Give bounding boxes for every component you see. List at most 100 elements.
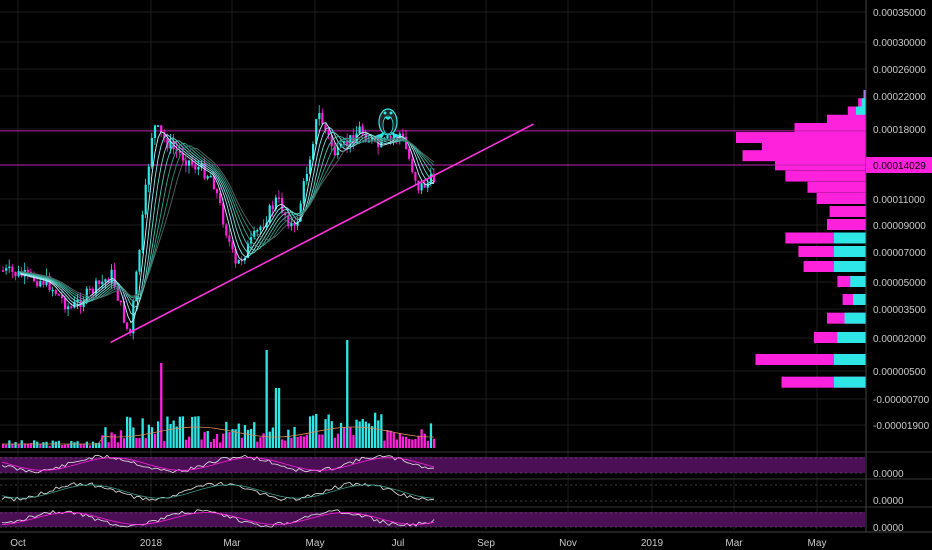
volume-bar — [259, 437, 262, 448]
candle-body — [237, 259, 240, 264]
candle-body — [184, 160, 188, 166]
candle-body — [147, 166, 150, 185]
candle-body — [225, 224, 228, 236]
volume-bar — [70, 440, 73, 448]
volume-bar — [175, 426, 178, 448]
volume-profile-bar — [785, 170, 866, 182]
volume-bar — [26, 443, 30, 448]
candle-body — [39, 280, 42, 287]
volume-bar — [299, 435, 302, 448]
candle-body — [82, 301, 85, 308]
grid-lines — [0, 0, 865, 530]
volume-bar — [392, 432, 395, 448]
volume-bar — [219, 442, 222, 448]
candle-body — [293, 223, 296, 226]
candle-body — [256, 230, 259, 232]
volume-bar — [293, 426, 296, 448]
volume-bar — [169, 423, 172, 448]
volume-bar — [432, 438, 436, 448]
volume-bar — [327, 414, 330, 448]
candle-body — [318, 113, 321, 120]
candle-body — [414, 172, 417, 181]
candle-body — [253, 230, 256, 238]
moving-average-line — [19, 136, 435, 298]
candle-body — [389, 135, 392, 139]
moving-average-ribbon — [19, 122, 435, 324]
volume-bar — [355, 419, 358, 448]
volume-bar — [237, 423, 240, 448]
volume-profile-bar-up — [844, 312, 866, 324]
volume-bar — [79, 443, 82, 448]
volume-bar — [178, 416, 181, 448]
candle-body — [361, 126, 364, 135]
volume-profile-bar-up — [861, 98, 866, 110]
candle-body — [60, 294, 64, 299]
volume-bar — [243, 425, 247, 448]
candle-body — [274, 197, 277, 210]
price-tick-label: 0.00026000 — [873, 65, 926, 76]
candle-body — [420, 183, 423, 191]
indicator-pane — [0, 451, 932, 474]
volume-bar — [5, 444, 8, 448]
price-tick-label: 0.00005000 — [873, 278, 926, 289]
volume-bar — [324, 419, 327, 448]
candle-body — [408, 148, 411, 159]
volume-bar — [160, 363, 163, 448]
volume-bar — [157, 421, 160, 448]
volume-bar — [67, 444, 70, 448]
volume-bar — [209, 441, 212, 448]
volume-profile-bar-up — [834, 246, 866, 257]
time-tick-label: Mar — [223, 538, 241, 549]
moving-average-line — [19, 137, 435, 301]
candle-body — [54, 289, 57, 295]
candle-body — [48, 275, 51, 291]
time-tick-label: Oct — [10, 538, 26, 549]
indicator-line — [1, 481, 435, 502]
volume-bar — [343, 427, 346, 448]
candle-body — [327, 129, 330, 136]
volume-bar — [48, 445, 51, 448]
price-tick-label: 0.00018000 — [873, 125, 926, 136]
candle-body — [110, 269, 113, 283]
volume-bar — [2, 444, 5, 448]
candle-body — [42, 280, 45, 285]
volume-profile-bar — [798, 246, 866, 257]
volume-bar — [290, 437, 293, 448]
volume-bar — [184, 439, 188, 448]
candle-body — [395, 137, 398, 139]
volume-bar — [411, 439, 414, 448]
volume-average-line — [2, 426, 435, 445]
volume-bar — [426, 440, 429, 448]
volume-bar — [64, 444, 67, 448]
candle-body — [203, 163, 206, 179]
volume-bar — [364, 421, 367, 448]
candle-body — [2, 270, 5, 272]
candle-body — [265, 222, 268, 228]
volume-profile — [736, 90, 866, 388]
volume-bar — [234, 429, 237, 448]
candle-body — [352, 135, 355, 144]
moving-average-line — [19, 122, 435, 324]
volume-bar — [361, 418, 364, 448]
volume-bar — [256, 441, 259, 448]
volume-bar — [336, 433, 340, 448]
candle-body — [250, 237, 253, 244]
volume-bar — [370, 426, 374, 448]
volume-bar — [91, 441, 95, 448]
candle-body — [411, 158, 414, 173]
volume-bar — [395, 439, 398, 448]
candle-body — [367, 141, 370, 143]
volume-bar — [330, 421, 333, 448]
candle-body — [153, 125, 157, 138]
volume-profile-bar — [755, 354, 866, 365]
indicator-pane — [0, 478, 932, 502]
volume-profile-bar-up — [850, 276, 866, 287]
volume-bar — [246, 429, 250, 448]
volume-bar — [417, 435, 420, 448]
volume-bar — [315, 413, 318, 448]
volume-profile-bar — [785, 232, 866, 244]
volume-bar — [23, 443, 26, 448]
candle-body — [157, 125, 160, 127]
indicator-band — [0, 457, 865, 473]
